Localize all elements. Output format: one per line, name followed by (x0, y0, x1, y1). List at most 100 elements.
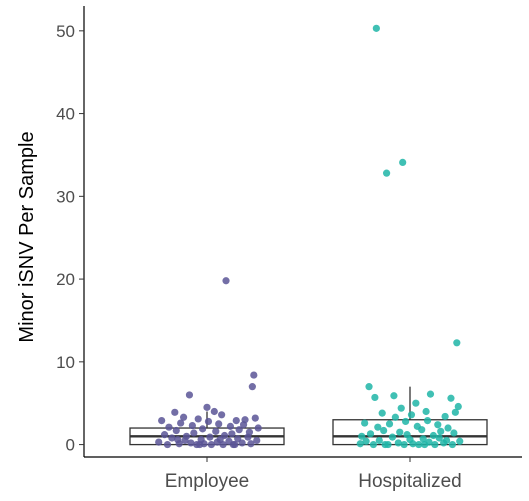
data-point (421, 440, 429, 449)
data-point (442, 436, 451, 445)
data-point (396, 428, 404, 436)
data-point (194, 415, 202, 423)
data-point (402, 417, 410, 426)
data-point (391, 413, 399, 421)
data-point (163, 440, 172, 449)
data-point (206, 433, 214, 441)
data-point (356, 440, 364, 448)
data-point (441, 412, 449, 421)
data-point (155, 438, 163, 446)
data-point (210, 407, 218, 416)
y-axis-title: Minor iSNV Per Sample (16, 131, 38, 342)
data-point (207, 440, 215, 449)
data-point (361, 419, 369, 427)
axes: 0 10 20 30 40 50 Employee Hospitalized (56, 6, 522, 492)
data-point (196, 440, 204, 449)
data-point (419, 435, 427, 443)
data-point (171, 408, 179, 416)
data-point (216, 436, 224, 444)
data-point (247, 440, 255, 448)
data-point (381, 440, 389, 449)
data-point (394, 439, 402, 447)
data-point (423, 416, 432, 425)
data-point (426, 390, 435, 398)
data-point (366, 430, 375, 438)
data-point (172, 426, 180, 435)
data-point (238, 439, 246, 447)
data-point (226, 422, 235, 430)
y-tick-label: 50 (56, 22, 75, 41)
data-point (456, 437, 464, 445)
data-point (222, 277, 230, 285)
data-point (412, 399, 420, 407)
data-point (450, 429, 458, 437)
data-point (385, 420, 394, 428)
data-point (168, 434, 176, 442)
data-point (218, 411, 226, 419)
data-point (204, 417, 213, 426)
data-point (435, 434, 443, 442)
data-point (177, 419, 185, 427)
data-point (415, 440, 423, 449)
data-point (365, 383, 373, 391)
y-tick-label: 30 (56, 187, 75, 206)
data-point (231, 440, 239, 449)
data-point (397, 404, 405, 412)
data-point (358, 432, 366, 440)
data-point (400, 440, 408, 449)
data-point (212, 427, 220, 435)
data-point (228, 430, 236, 438)
data-point (429, 431, 438, 440)
data-point (362, 437, 370, 445)
data-point (444, 424, 452, 432)
data-point (375, 436, 383, 445)
data-point (447, 394, 455, 402)
data-point (182, 432, 191, 440)
data-point (158, 416, 166, 425)
data-point (254, 424, 262, 432)
data-point (399, 158, 407, 167)
data-point (380, 426, 388, 435)
data-point (369, 440, 378, 449)
data-point (251, 414, 259, 422)
data-point (407, 411, 416, 419)
data-point (437, 427, 445, 435)
data-point (179, 413, 188, 421)
data-point (409, 440, 417, 448)
data-point (248, 383, 256, 391)
data-point (253, 436, 261, 445)
data-point (232, 416, 240, 425)
data-point (165, 423, 173, 431)
y-tick-label: 10 (56, 353, 75, 372)
data-point (371, 393, 379, 402)
point-layer (155, 24, 464, 449)
label-layer: Minor iSNV Per Sample (16, 131, 38, 342)
data-point (378, 409, 386, 417)
x-tick-label: Hospitalized (358, 471, 462, 492)
data-point (245, 428, 254, 436)
data-point (434, 421, 442, 429)
data-point (374, 423, 382, 431)
data-point (174, 436, 182, 444)
data-point (418, 426, 426, 434)
data-point (190, 429, 198, 437)
x-tick-label: Employee (165, 471, 250, 492)
y-tick-label: 20 (56, 270, 75, 289)
data-point (454, 402, 462, 411)
data-point (388, 433, 397, 441)
data-point (453, 339, 461, 347)
data-point (372, 24, 380, 32)
data-point (422, 407, 430, 416)
data-point (382, 169, 391, 177)
data-point (235, 426, 243, 434)
data-point (448, 440, 457, 449)
data-point (187, 439, 195, 447)
y-tick-label: 0 (66, 436, 75, 455)
data-point (390, 392, 398, 400)
y-tick-label: 40 (56, 105, 75, 124)
data-point (203, 403, 211, 411)
data-point (160, 431, 169, 439)
data-point (451, 408, 459, 416)
data-point (185, 391, 194, 399)
